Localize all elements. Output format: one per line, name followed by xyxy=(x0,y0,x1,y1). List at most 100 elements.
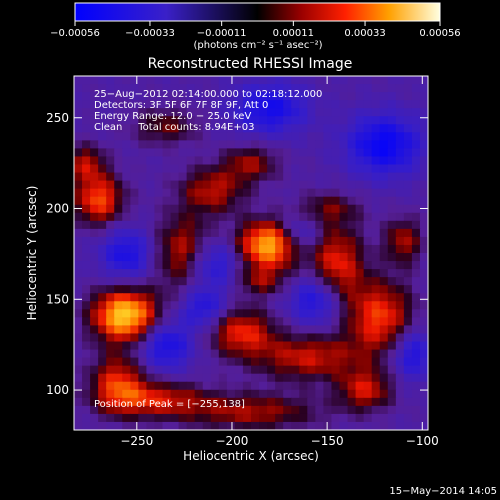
heatmap-cell xyxy=(162,365,172,375)
heatmap-cell xyxy=(146,236,156,246)
heatmap-cell xyxy=(299,357,308,367)
heatmap-cell xyxy=(379,196,389,206)
heatmap-cell xyxy=(202,220,212,230)
heatmap-cell xyxy=(403,108,413,117)
heatmap-cell xyxy=(242,261,252,270)
heatmap-cell xyxy=(283,228,292,238)
heatmap-cell xyxy=(355,341,365,351)
heatmap-cell xyxy=(138,196,148,206)
heatmap-cell xyxy=(114,100,123,109)
heatmap-cell xyxy=(242,196,252,206)
heatmap-cell xyxy=(347,132,357,141)
heatmap-cell xyxy=(210,341,220,351)
heatmap-cell xyxy=(210,397,220,407)
heatmap-cell xyxy=(146,172,156,182)
heatmap-cell xyxy=(106,148,115,158)
heatmap-cell xyxy=(226,148,236,158)
heatmap-cell xyxy=(283,244,292,254)
heatmap-cell xyxy=(339,228,349,238)
heatmap-cell xyxy=(331,333,341,343)
heatmap-cell xyxy=(347,188,357,198)
heatmap-cell xyxy=(146,293,156,302)
heatmap-cell xyxy=(403,116,413,125)
heatmap-cell xyxy=(419,204,428,214)
heatmap-cell xyxy=(98,381,107,391)
heatmap-cell xyxy=(251,124,260,133)
heatmap-cell xyxy=(210,180,220,190)
heatmap-cell xyxy=(275,269,284,278)
heatmap-cell xyxy=(371,341,381,351)
heatmap-cell xyxy=(371,100,381,109)
heatmap-cell xyxy=(114,172,123,182)
heatmap-cell xyxy=(170,373,180,383)
heatmap-cell xyxy=(339,212,349,222)
heatmap-cell xyxy=(202,309,212,318)
heatmap-cell xyxy=(323,373,333,383)
heatmap-cell xyxy=(90,116,99,125)
heatmap-cell xyxy=(355,277,365,286)
heatmap-cell xyxy=(403,92,413,101)
heatmap-cell xyxy=(251,180,260,190)
heatmap-cell xyxy=(202,341,212,351)
heatmap-cell xyxy=(363,405,373,415)
heatmap-cell xyxy=(411,140,421,150)
heatmap-cell xyxy=(315,349,325,359)
heatmap-cell xyxy=(315,381,325,391)
heatmap-cell xyxy=(323,357,333,367)
heatmap-cell xyxy=(331,405,341,415)
heatmap-cell xyxy=(242,228,252,238)
heatmap-cell xyxy=(339,92,349,101)
heatmap-cell xyxy=(106,172,115,182)
heatmap-cell xyxy=(251,188,260,198)
heatmap-cell xyxy=(98,357,107,367)
heatmap-cell xyxy=(162,341,172,351)
heatmap-cell xyxy=(291,325,300,335)
heatmap-cell xyxy=(154,421,164,430)
heatmap-cell xyxy=(275,228,284,238)
heatmap-cell xyxy=(226,341,236,351)
heatmap-cell xyxy=(331,397,341,407)
heatmap-cell xyxy=(82,413,91,423)
heatmap-cell xyxy=(242,220,252,230)
heatmap-cell xyxy=(210,317,220,327)
annotation-time: 25−Aug−2012 02:14:00.000 to 02:18:12.000 xyxy=(94,89,322,100)
heatmap-cell xyxy=(299,325,308,335)
heatmap-cell xyxy=(114,253,123,262)
heatmap-cell xyxy=(323,269,333,278)
heatmap-cell xyxy=(194,253,204,262)
heatmap-cell xyxy=(114,341,123,351)
heatmap-cell xyxy=(339,100,349,109)
heatmap-cell xyxy=(210,124,220,133)
heatmap-cell xyxy=(138,325,148,335)
heatmap-cell xyxy=(315,301,325,310)
heatmap-cell xyxy=(130,220,139,230)
heatmap-cell xyxy=(267,293,276,302)
heatmap-cell xyxy=(363,421,373,430)
heatmap-cell xyxy=(122,413,131,423)
heatmap-cell xyxy=(403,148,413,158)
heatmap-cell xyxy=(226,349,236,359)
heatmap-cell xyxy=(106,277,115,286)
heatmap-cell xyxy=(419,140,428,150)
heatmap-cell xyxy=(275,76,284,85)
heatmap-cell xyxy=(242,397,252,407)
heatmap-cell xyxy=(411,212,421,222)
heatmap-cell xyxy=(98,220,107,230)
heatmap-cell xyxy=(355,309,365,318)
heatmap-cell xyxy=(234,172,244,182)
colorbar-units: (photons cm⁻² s⁻¹ asec⁻²) xyxy=(193,40,322,51)
heatmap-cell xyxy=(339,124,349,133)
heatmap-cell xyxy=(178,228,188,238)
heatmap-cell xyxy=(194,188,204,198)
heatmap-cell xyxy=(363,397,373,407)
heatmap-cell xyxy=(339,301,349,310)
heatmap-cell xyxy=(130,333,139,343)
heatmap-cell xyxy=(251,365,260,375)
heatmap-cell xyxy=(242,212,252,222)
heatmap-cell xyxy=(106,325,115,335)
heatmap-cell xyxy=(178,156,188,166)
heatmap-cell xyxy=(138,84,148,93)
heatmap-cell xyxy=(130,293,139,302)
heatmap-cell xyxy=(419,325,428,335)
heatmap-cell xyxy=(275,92,284,101)
